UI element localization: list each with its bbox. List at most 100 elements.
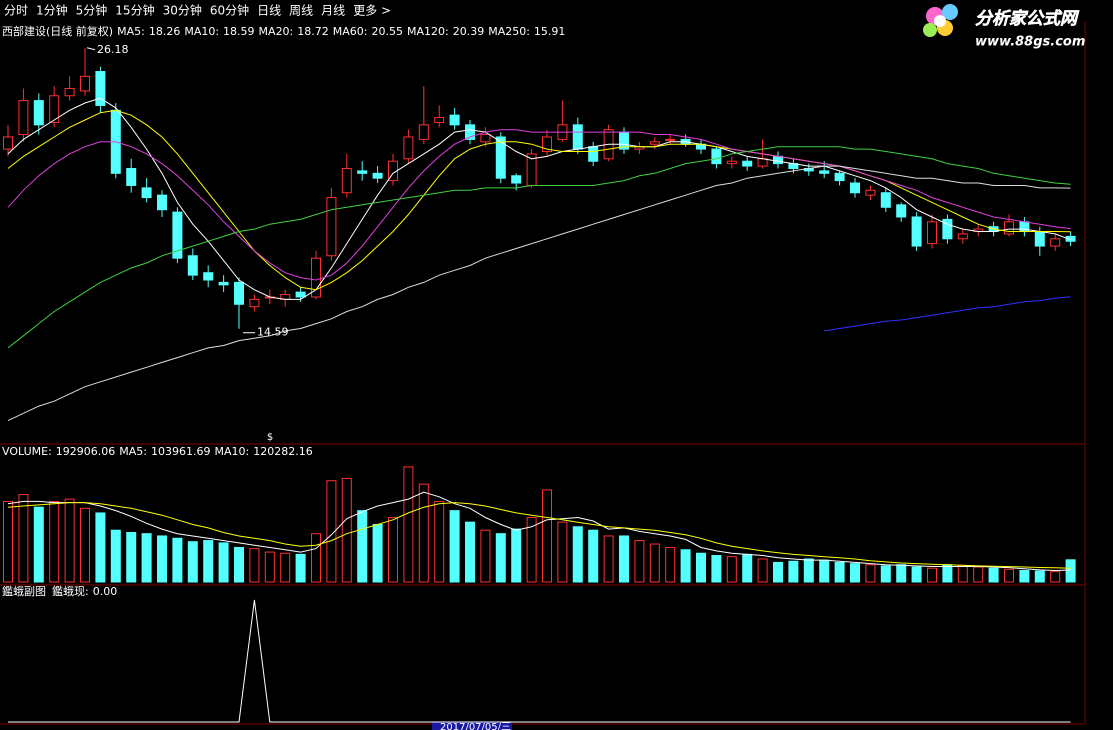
legend-name: 鑑蛾现: xyxy=(52,584,89,598)
legend-name: MA5: xyxy=(119,445,147,458)
volume-bar xyxy=(295,553,306,583)
candle-body xyxy=(33,100,44,126)
legend-value: 20.55 xyxy=(371,25,403,38)
volume-bar xyxy=(696,552,706,583)
volume-bar xyxy=(249,548,260,583)
candle-body xyxy=(665,138,676,141)
volume-bar xyxy=(157,535,167,583)
volume-bar xyxy=(742,553,753,583)
volume-bar xyxy=(203,540,214,583)
candle-body xyxy=(911,216,922,247)
volume-bar xyxy=(480,529,491,583)
candle-body xyxy=(357,170,368,174)
volume-bar xyxy=(619,535,629,583)
candle-body xyxy=(865,189,876,196)
volume-bar xyxy=(957,565,968,583)
volume-bar xyxy=(126,532,137,583)
low-annotation: 14.59 xyxy=(257,326,289,339)
ma-line xyxy=(7,502,1071,569)
volume-bar xyxy=(526,517,537,583)
candle-body xyxy=(141,187,152,199)
volume-bar xyxy=(572,526,583,583)
volume-bar xyxy=(819,559,830,583)
volume-bar xyxy=(942,564,953,583)
volume-bar xyxy=(511,528,522,583)
volume-bar xyxy=(542,489,552,583)
candle-body xyxy=(326,197,337,257)
volume-bar xyxy=(341,477,352,583)
toolbar-item[interactable]: 日线 xyxy=(257,4,281,18)
volume-bar xyxy=(1065,559,1076,583)
toolbar-item[interactable]: 15分钟 xyxy=(115,3,154,18)
volume-bar xyxy=(95,512,106,583)
volume-bar xyxy=(988,567,999,583)
volume-bar xyxy=(634,540,645,583)
candle-body xyxy=(64,87,75,97)
volume-bar xyxy=(788,560,799,583)
volume-bar xyxy=(911,566,922,583)
legend-value: 0.00 xyxy=(93,585,118,598)
candle-body xyxy=(1065,235,1076,242)
toolbar-item[interactable]: 周线 xyxy=(289,4,313,18)
candle-body xyxy=(449,114,460,126)
toolbar-item[interactable]: 1分钟 xyxy=(36,3,68,18)
candle-body xyxy=(95,71,106,106)
legend-name: MA5: xyxy=(117,25,145,38)
volume-bar xyxy=(64,498,75,583)
toolbar-item[interactable]: 60分钟 xyxy=(210,3,249,18)
candle-body xyxy=(850,182,860,194)
legend-name: MA120: xyxy=(407,25,449,38)
volume-bar xyxy=(665,546,676,583)
volume-bar xyxy=(218,542,229,583)
volume-bar xyxy=(1004,568,1014,583)
toolbar-item[interactable]: 5分钟 xyxy=(76,3,108,18)
legend-value: 18.72 xyxy=(297,25,329,38)
volume-bar xyxy=(880,565,891,583)
volume-bar xyxy=(80,507,90,583)
logo: 分析家公式网 www.88gs.com xyxy=(923,4,1085,50)
volume-bar xyxy=(865,564,876,583)
candle-body xyxy=(126,167,137,186)
candle-body xyxy=(187,255,198,276)
candle-body xyxy=(742,160,753,167)
candle-body xyxy=(49,95,60,123)
volume-bar xyxy=(1019,569,1030,583)
ma-line xyxy=(7,491,1071,572)
candle-body xyxy=(172,211,183,259)
candle-body xyxy=(1034,231,1045,247)
candle-body xyxy=(3,136,13,150)
volume-bar xyxy=(726,556,737,583)
toolbar-item[interactable]: 更多 > xyxy=(353,4,391,18)
chart-title: VOLUME: xyxy=(2,445,52,458)
candle-body xyxy=(295,291,306,298)
candle-body xyxy=(418,124,429,140)
volume-bar xyxy=(449,510,460,583)
legend-value: 120282.16 xyxy=(253,445,313,458)
volume-bar xyxy=(141,533,152,583)
toolbar-item[interactable]: 30分钟 xyxy=(163,3,202,18)
ma-line xyxy=(7,146,1071,349)
volume-bar xyxy=(372,523,383,583)
volume-bar xyxy=(773,561,783,583)
candle-body xyxy=(588,146,599,162)
toolbar-item[interactable]: 月线 xyxy=(321,4,345,18)
candle-body xyxy=(896,204,907,218)
volume-bar xyxy=(280,552,291,583)
candle-body xyxy=(927,221,937,245)
logo-url: www.88gs.com xyxy=(975,35,1085,50)
volume-bar xyxy=(896,564,907,583)
volume-bar xyxy=(326,480,337,583)
volume-bar xyxy=(3,500,13,583)
volume-bar xyxy=(18,494,29,583)
toolbar-item[interactable]: 分时 xyxy=(4,4,28,18)
candle-body xyxy=(957,233,968,240)
candle-body xyxy=(157,194,167,211)
ma-line xyxy=(7,109,1071,291)
volume-bar xyxy=(1050,571,1061,583)
volume-bar xyxy=(49,500,60,583)
volume-bar xyxy=(234,546,244,583)
volume-bar xyxy=(803,558,814,583)
legend-name: MA20: xyxy=(259,25,294,38)
legend-value: 103961.69 xyxy=(151,445,211,458)
